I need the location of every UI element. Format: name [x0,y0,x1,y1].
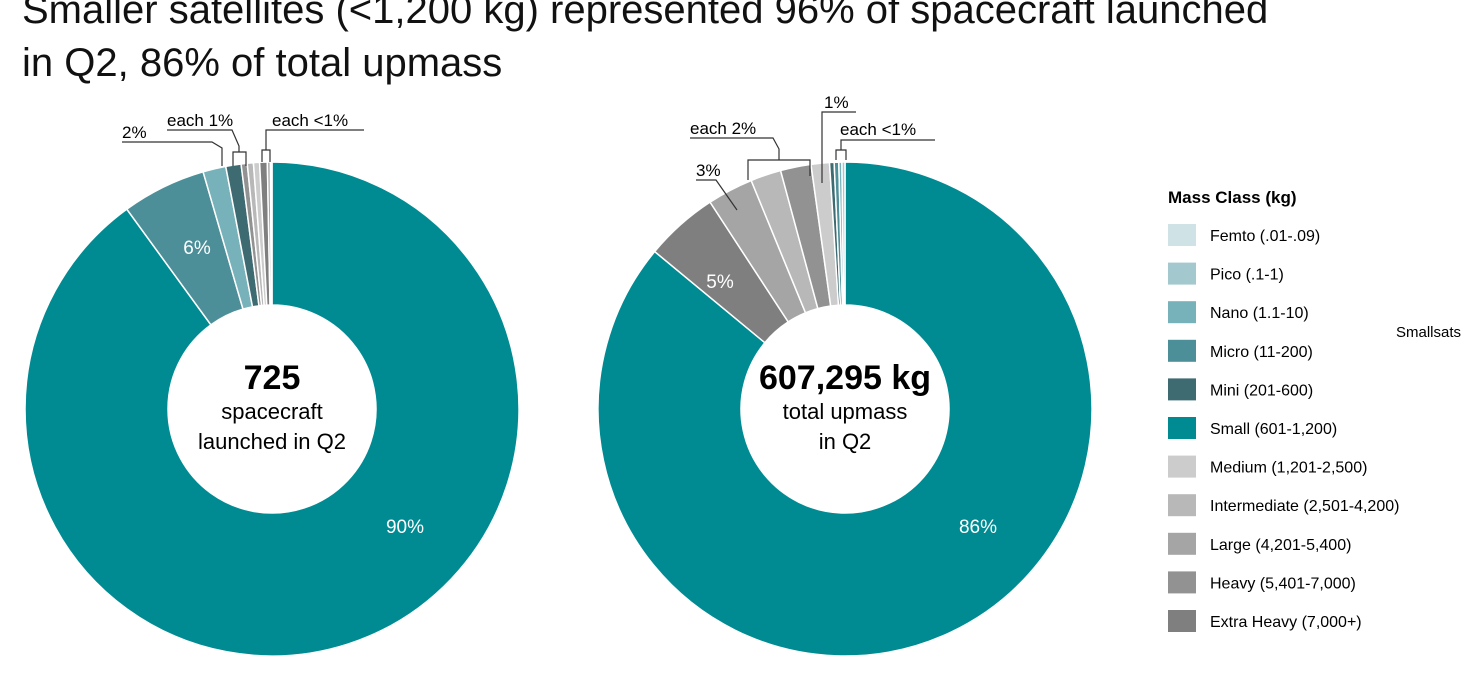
callout-leader-each-1pct [167,129,240,152]
legend: Mass Class (kg) Femto (.01-.09) Pico (.1-… [1168,188,1461,632]
legend-swatch-micro [1168,339,1196,362]
donut-2-callout-1pct: 1% [824,93,849,112]
legend-label-extra-heavy: Extra Heavy (7,000+) [1210,614,1362,631]
legend-swatch-mini [1168,378,1196,401]
donut-2-callout-each-less-1pct: each <1% [840,120,916,139]
callout-leader-each-less-1pct [265,129,364,150]
legend-label-medium: Medium (1,201-2,500) [1210,460,1367,477]
legend-group-label-smallsats: Smallsats [1396,324,1461,341]
callout-leader-1pct [821,111,856,183]
donut-2-callout-3pct: 3% [696,161,721,180]
chart-title-line-2: in Q2, 86% of total upmass [22,41,503,85]
donut-1-callout-each-less-1pct: each <1% [272,111,348,130]
donut-chart-spacecraft [24,161,520,657]
legend-label-micro: Micro (11-200) [1210,344,1313,361]
donut-1-slice-small [24,161,520,657]
donut-2-center-value: 607,295 kg [759,359,931,397]
donut-chart-upmass [597,161,1093,657]
donut-2-slice-pico [841,161,846,306]
donut-1-callouts [122,129,364,166]
donut-2-center-line-2: in Q2 [819,429,872,454]
donut-2-slice-label-extra-heavy: 5% [706,272,734,293]
chart-title: Smaller satellites (<1,200 kg) represent… [22,0,1268,90]
legend-swatch-femto [1168,224,1196,246]
legend-label-femto: Femto (.01-.09) [1210,228,1320,245]
legend-label-heavy: Heavy (5,401-7,000) [1210,575,1356,592]
callout-leader-each-less-1pct [840,139,935,150]
legend-title: Mass Class (kg) [1168,188,1297,207]
callout-leader-each-2pct [690,137,780,160]
chart-title-line-1: Smaller satellites (<1,200 kg) represent… [22,0,1269,32]
donut-1-slice-label-small: 90% [386,517,424,538]
callout-leader-3pct [696,179,738,211]
legend-swatch-extra-heavy [1168,610,1196,632]
legend-swatch-pico [1168,262,1196,285]
legend-label-nano: Nano (1.1-10) [1210,305,1309,322]
legend-swatch-large [1168,532,1196,555]
legend-items: Femto (.01-.09) Pico (.1-1) Nano (1.1-10) M… [1168,224,1399,632]
donut-1-center-line-2: launched in Q2 [198,429,346,454]
donut-2-callout-each-2pct: each 2% [690,119,756,138]
donut-2-slice-small [597,161,1093,657]
donut-2-slice-label-small: 86% [959,517,997,538]
donut-1-center-line-1: spacecraft [221,399,323,424]
legend-label-pico: Pico (.1-1) [1210,267,1284,284]
donut-1-center-value: 725 [244,359,301,397]
donut-1-callout-2pct: 2% [122,123,147,142]
callout-bracket-each-less-1pct [261,149,271,162]
legend-swatch-intermediate [1168,494,1196,517]
donut-1-slice-pico [269,161,273,306]
legend-swatch-medium [1168,455,1196,478]
callout-bracket-each-less-1pct [835,149,847,160]
donut-2-callouts [690,111,935,211]
callout-line-2pct [122,141,223,166]
legend-label-intermediate: Intermediate (2,501-4,200) [1210,498,1399,515]
legend-swatch-nano [1168,301,1196,324]
legend-label-mini: Mini (201-600) [1210,382,1313,399]
donut-1-slice-label-micro: 6% [183,238,211,259]
donut-2-center-line-1: total upmass [783,399,908,424]
donut-1-callout-each-1pct: each 1% [167,111,233,130]
legend-swatch-small [1168,417,1196,439]
legend-swatch-heavy [1168,571,1196,594]
legend-label-small: Small (601-1,200) [1210,421,1337,438]
legend-label-large: Large (4,201-5,400) [1210,537,1351,554]
